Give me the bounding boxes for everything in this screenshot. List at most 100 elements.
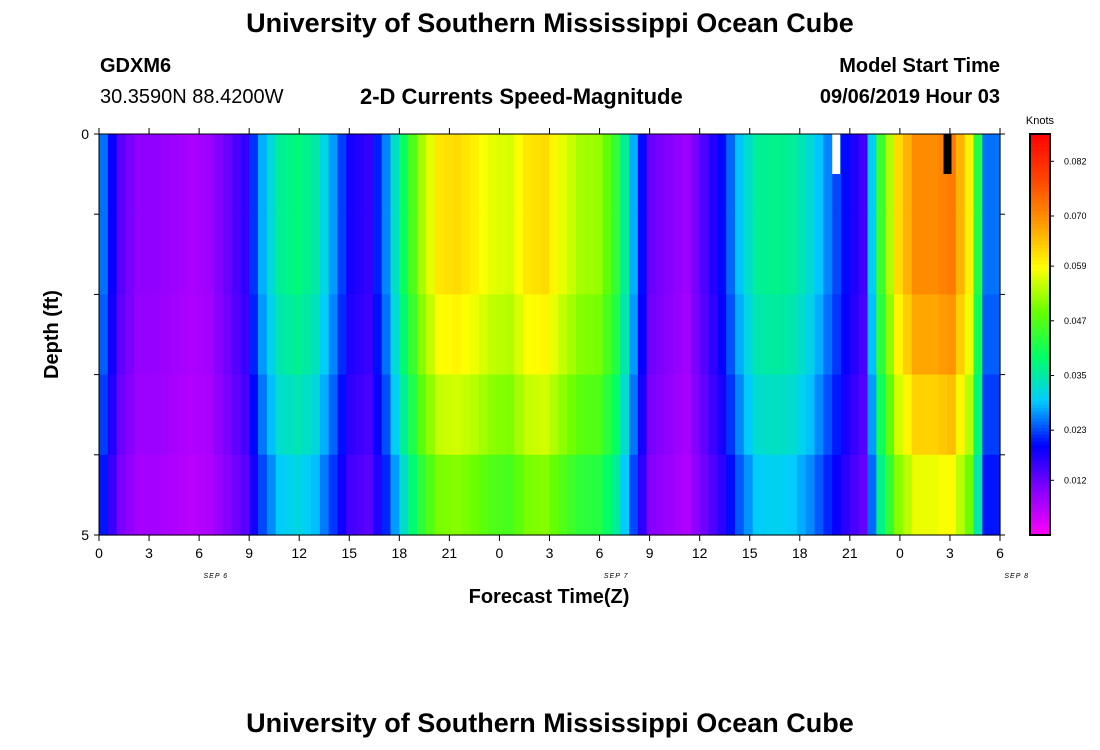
x-tick-label: 12 bbox=[291, 545, 307, 561]
colorbar-segment bbox=[1030, 247, 1050, 252]
heatmap-cell bbox=[470, 134, 480, 215]
heatmap-cell bbox=[417, 134, 427, 215]
heatmap-cell bbox=[973, 134, 983, 215]
heatmap-cell bbox=[717, 454, 727, 536]
heatmap-cell bbox=[284, 214, 294, 295]
station-id: GDXM6 bbox=[100, 55, 172, 77]
heatmap-cell bbox=[505, 134, 515, 215]
heatmap-cell bbox=[346, 214, 356, 295]
heatmap-cell bbox=[708, 214, 718, 295]
heatmap-cell bbox=[328, 214, 339, 295]
heatmap-cell bbox=[841, 454, 851, 536]
heatmap-cell bbox=[682, 214, 692, 295]
heatmap-cell bbox=[576, 134, 586, 215]
heatmap-cell bbox=[222, 294, 233, 376]
heatmap-cell bbox=[584, 294, 595, 376]
heatmap-cell bbox=[514, 454, 524, 536]
heatmap-cell bbox=[655, 214, 665, 295]
heatmap-cell bbox=[258, 454, 268, 536]
heatmap-cell bbox=[319, 214, 330, 295]
heatmap-cell bbox=[531, 454, 542, 536]
heatmap-cell bbox=[266, 134, 277, 215]
heatmap-cell bbox=[955, 294, 966, 376]
heatmap-cell bbox=[523, 374, 533, 456]
heatmap-cell bbox=[611, 454, 621, 536]
heatmap-cell bbox=[823, 374, 833, 456]
heatmap-cell bbox=[328, 454, 339, 536]
heatmap-cell bbox=[258, 214, 268, 295]
heatmap-cell bbox=[664, 294, 674, 376]
heatmap-cell bbox=[337, 454, 347, 536]
heatmap-cell bbox=[337, 294, 347, 376]
heatmap-cell bbox=[929, 214, 939, 295]
heatmap-cell bbox=[849, 214, 860, 295]
heatmap-cell bbox=[125, 294, 135, 376]
heatmap-cell bbox=[726, 214, 736, 295]
heatmap-cell bbox=[355, 134, 365, 215]
x-tick-label: 6 bbox=[996, 545, 1004, 561]
colorbar-segment bbox=[1030, 518, 1050, 523]
heatmap-cell bbox=[452, 374, 462, 456]
colorbar-segment bbox=[1030, 488, 1050, 493]
colorbar-segment bbox=[1030, 441, 1050, 446]
heatmap-cell bbox=[125, 454, 135, 536]
heatmap-cell bbox=[390, 134, 400, 215]
heatmap-cell bbox=[443, 454, 453, 536]
heatmap-cell bbox=[275, 294, 286, 376]
heatmap-cell bbox=[673, 134, 683, 215]
heatmap-cell bbox=[434, 374, 445, 456]
heatmap-cell bbox=[690, 454, 701, 536]
colorbar-segment bbox=[1030, 464, 1050, 469]
colorbar-segment bbox=[1030, 481, 1050, 486]
heatmap-cell bbox=[717, 374, 727, 456]
colorbar-segment bbox=[1030, 387, 1050, 392]
heatmap-cell bbox=[99, 374, 109, 456]
colorbar-segment bbox=[1030, 217, 1050, 222]
heatmap-cell bbox=[752, 454, 763, 536]
colorbar-segment bbox=[1030, 528, 1050, 533]
heatmap-cell bbox=[788, 214, 798, 295]
heatmap-cell bbox=[832, 294, 842, 376]
colorbar-segment bbox=[1030, 341, 1050, 346]
heatmap-cell bbox=[717, 294, 727, 376]
heatmap-cell bbox=[620, 214, 630, 295]
station-coords: 30.3590N 88.4200W bbox=[100, 86, 284, 108]
colorbar-segment bbox=[1030, 160, 1050, 165]
heatmap-cell bbox=[726, 294, 736, 376]
heatmap-cell bbox=[134, 294, 144, 376]
colorbar-segment bbox=[1030, 134, 1050, 138]
heatmap-cell bbox=[938, 374, 948, 456]
colorbar-segment bbox=[1030, 291, 1050, 295]
heatmap-cell bbox=[478, 374, 489, 456]
heatmap-cell bbox=[408, 454, 418, 536]
heatmap-cell bbox=[452, 214, 462, 295]
heatmap-cell bbox=[213, 214, 224, 295]
heatmap-cell bbox=[964, 454, 975, 536]
heatmap-cell bbox=[231, 454, 241, 536]
heatmap-cell bbox=[611, 134, 621, 215]
colorbar-segment bbox=[1030, 184, 1050, 189]
heatmap-cell bbox=[867, 374, 877, 456]
colorbar-segment bbox=[1030, 401, 1050, 406]
heatmap-cell bbox=[982, 214, 992, 295]
heatmap-cell bbox=[470, 294, 480, 376]
colorbar-segment bbox=[1030, 314, 1050, 319]
heatmap-cell bbox=[947, 294, 957, 376]
heatmap-cell bbox=[699, 294, 710, 376]
heatmap-cell bbox=[770, 454, 780, 536]
heatmap-cell bbox=[496, 374, 506, 456]
heatmap-cell bbox=[531, 214, 542, 295]
heatmap-cell bbox=[523, 134, 533, 215]
colorbar-segment bbox=[1030, 277, 1050, 282]
heatmap-cell bbox=[796, 454, 807, 536]
heatmap-cell bbox=[920, 374, 930, 456]
colorbar-segment bbox=[1030, 418, 1050, 422]
x-tick-label: 18 bbox=[792, 545, 808, 561]
heatmap-cell bbox=[788, 374, 798, 456]
colorbar-segment bbox=[1030, 210, 1050, 215]
heatmap-cell bbox=[646, 294, 657, 376]
heatmap-cell bbox=[682, 134, 692, 215]
colorbar-label: Knots bbox=[1026, 115, 1055, 127]
heatmap-cell bbox=[355, 374, 365, 456]
heatmap-cell bbox=[602, 374, 612, 456]
